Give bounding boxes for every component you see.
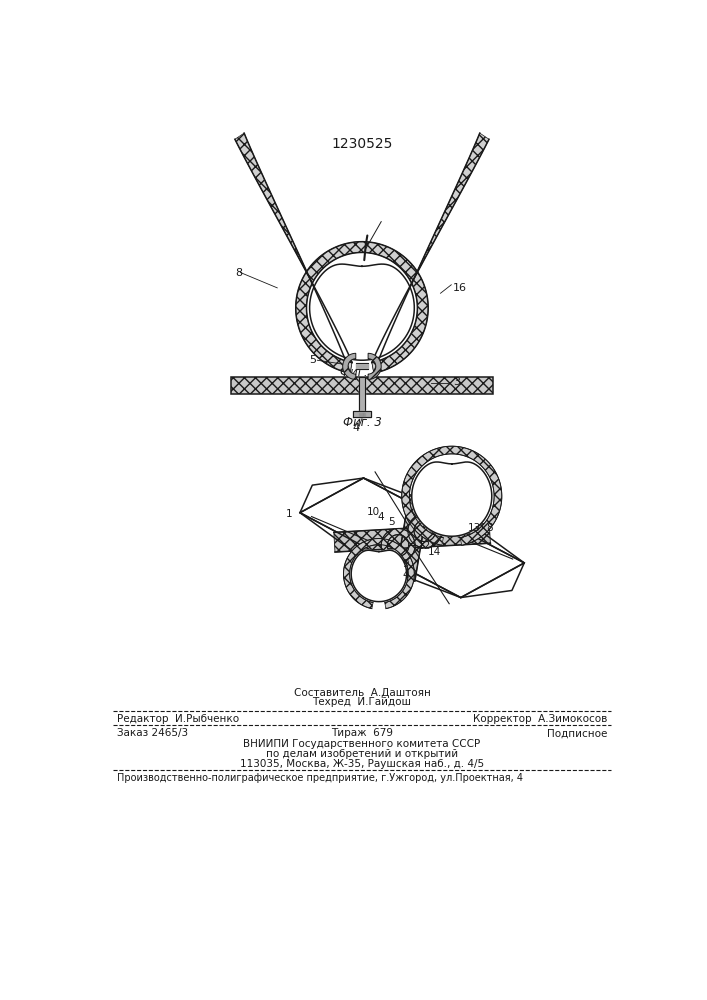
Polygon shape: [296, 242, 428, 373]
Polygon shape: [351, 550, 407, 602]
Text: 12: 12: [417, 541, 431, 551]
Polygon shape: [408, 514, 442, 548]
Text: Тираж  679: Тираж 679: [331, 728, 393, 738]
Polygon shape: [300, 478, 525, 598]
Polygon shape: [231, 377, 493, 394]
Polygon shape: [402, 446, 502, 545]
Text: 9: 9: [402, 559, 409, 569]
Text: Корректор  А.Зимокосов: Корректор А.Зимокосов: [473, 714, 607, 724]
Text: 13: 13: [468, 523, 481, 533]
Text: 1230525: 1230525: [332, 137, 392, 151]
Text: Составитель  А.Даштоян: Составитель А.Даштоян: [293, 687, 431, 698]
Text: 16: 16: [452, 283, 467, 293]
Text: 4: 4: [353, 423, 360, 433]
Polygon shape: [334, 524, 491, 552]
Text: ВНИИПИ Государственного комитета СССР: ВНИИПИ Государственного комитета СССР: [243, 739, 481, 749]
Text: Фиг. 3: Фиг. 3: [342, 416, 381, 429]
Polygon shape: [363, 413, 365, 416]
Polygon shape: [235, 133, 352, 373]
Polygon shape: [381, 528, 415, 562]
Text: 1: 1: [286, 509, 293, 519]
Text: 10: 10: [367, 507, 380, 517]
Text: 5: 5: [388, 517, 395, 527]
Text: 4: 4: [402, 570, 409, 580]
Text: Техред  И.Гайдош: Техред И.Гайдош: [312, 697, 411, 707]
Polygon shape: [310, 264, 414, 360]
Polygon shape: [358, 377, 366, 417]
Polygon shape: [411, 462, 492, 536]
Text: 4: 4: [377, 512, 384, 522]
Polygon shape: [368, 353, 381, 379]
Polygon shape: [372, 133, 489, 373]
Polygon shape: [354, 411, 370, 417]
Polygon shape: [343, 353, 356, 379]
Polygon shape: [344, 538, 414, 609]
Polygon shape: [361, 413, 363, 416]
Text: 113035, Москва, Ж-35, Раушская наб., д. 4/5: 113035, Москва, Ж-35, Раушская наб., д. …: [240, 759, 484, 769]
Polygon shape: [359, 413, 361, 416]
Text: 5: 5: [310, 355, 317, 365]
Text: 8: 8: [486, 523, 493, 533]
Text: Производственно-полиграфическое предприятие, г.Ужгород, ул.Проектная, 4: Производственно-полиграфическое предприя…: [117, 773, 523, 783]
Text: по делам изобретений и открытий: по делам изобретений и открытий: [266, 749, 458, 759]
Text: 14: 14: [428, 547, 440, 557]
Polygon shape: [395, 494, 429, 581]
Text: Редактор  И.Рыбченко: Редактор И.Рыбченко: [117, 714, 239, 724]
Text: Заказ 2465/3: Заказ 2465/3: [117, 728, 188, 738]
Text: Подписное: Подписное: [547, 728, 607, 738]
Text: 8: 8: [235, 268, 242, 278]
Polygon shape: [356, 363, 368, 369]
Text: 3: 3: [452, 377, 460, 387]
Text: Фиг. 4: Фиг. 4: [340, 366, 379, 379]
